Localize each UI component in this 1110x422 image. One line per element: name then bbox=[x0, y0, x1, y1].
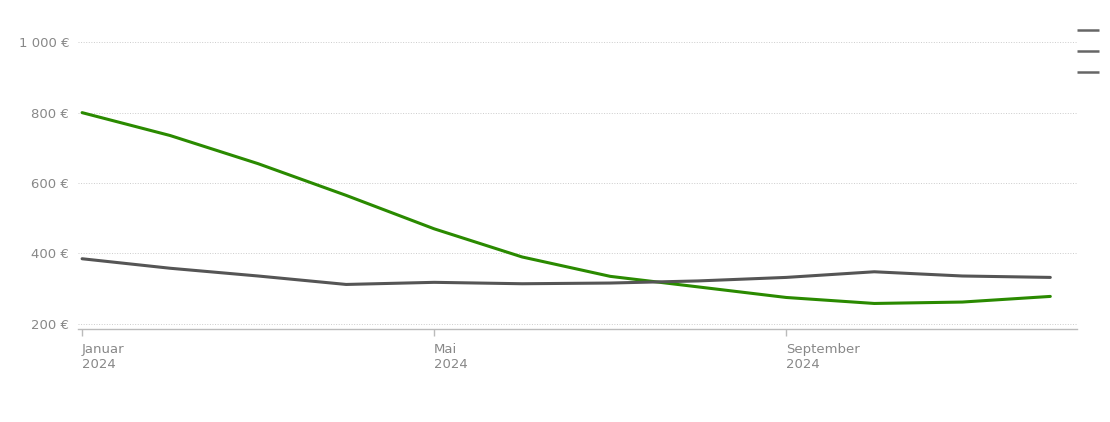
Sackware bbox=[340, 282, 353, 287]
Sackware bbox=[779, 275, 793, 280]
Text: Januar: Januar bbox=[82, 343, 124, 356]
lose Ware bbox=[252, 161, 265, 166]
Sackware bbox=[868, 269, 881, 274]
Sackware bbox=[252, 273, 265, 279]
lose Ware bbox=[868, 301, 881, 306]
Line: lose Ware: lose Ware bbox=[82, 113, 1050, 303]
lose Ware bbox=[427, 226, 441, 231]
Sackware bbox=[692, 279, 705, 284]
Line: Sackware: Sackware bbox=[82, 259, 1050, 284]
lose Ware bbox=[515, 254, 528, 260]
Sackware bbox=[515, 281, 528, 286]
lose Ware bbox=[692, 284, 705, 289]
Sackware bbox=[956, 273, 969, 279]
Sackware bbox=[75, 256, 89, 261]
Text: 2024: 2024 bbox=[786, 358, 820, 371]
lose Ware bbox=[75, 110, 89, 115]
Sackware bbox=[427, 280, 441, 285]
Text: September: September bbox=[786, 343, 860, 356]
lose Ware bbox=[956, 300, 969, 305]
lose Ware bbox=[604, 274, 617, 279]
lose Ware bbox=[1043, 294, 1057, 299]
Sackware bbox=[604, 281, 617, 286]
Text: 2024: 2024 bbox=[434, 358, 468, 371]
lose Ware bbox=[163, 133, 176, 138]
lose Ware bbox=[779, 295, 793, 300]
Text: Mai: Mai bbox=[434, 343, 457, 356]
Sackware bbox=[163, 266, 176, 271]
Sackware bbox=[1043, 275, 1057, 280]
Text: 2024: 2024 bbox=[82, 358, 115, 371]
lose Ware bbox=[340, 193, 353, 198]
